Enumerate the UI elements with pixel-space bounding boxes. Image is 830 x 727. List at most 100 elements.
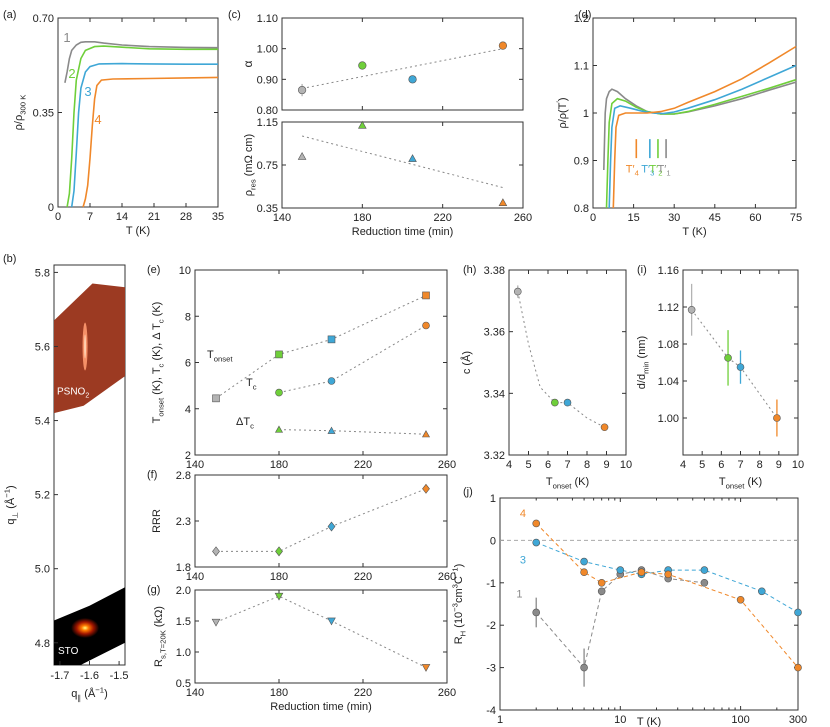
- trend-line-c: [517, 291, 605, 428]
- panel-b-ytick-label: 5.8: [35, 267, 50, 279]
- rh-point-1: [700, 578, 709, 587]
- label-part: cm: [453, 588, 465, 603]
- series-line-2: [66, 45, 218, 208]
- rs-point: [274, 592, 284, 601]
- panel-label-a: (a): [3, 9, 16, 21]
- rh-point-3: [616, 566, 625, 574]
- panel-d-xtick-label: 30: [668, 212, 680, 224]
- label-part: PSNO: [57, 387, 86, 398]
- panel-g-xlabel: Reduction time (min): [270, 701, 371, 713]
- c-point: [551, 398, 559, 407]
- rs-point: [327, 617, 336, 626]
- panel-g-ytick-label: 1.5: [176, 616, 191, 628]
- panel-b-ytick-label: 5.4: [35, 416, 50, 428]
- label-part: s,T=20K: [158, 629, 167, 659]
- series-label-j-1: 1: [516, 589, 522, 601]
- panel-d-ytick-label: 1.2: [574, 13, 589, 25]
- tprime-label-3: T′3​: [641, 163, 654, 177]
- panel-i-xtick-label: 9: [776, 459, 782, 471]
- panel-c-bot-xtick-label: 260: [514, 212, 532, 224]
- panel-h-ytick-label: 3.38: [484, 265, 505, 277]
- label-part: (K), T: [151, 367, 163, 398]
- panel-c-bot-ytick-label: 0.35: [257, 203, 278, 215]
- panel-j-ylabel: RH​ (10−3​cm3​C−1​): [451, 564, 468, 645]
- label-part: c: [250, 421, 254, 430]
- label-part: ρ: [243, 190, 255, 196]
- panel-g-xtick-label: 260: [438, 687, 456, 699]
- point-square: [275, 350, 283, 359]
- d-point: [724, 354, 732, 362]
- panel-i-xtick-label: 10: [792, 459, 804, 471]
- rh-point-3: [794, 608, 802, 617]
- panel-f-xtick-label: 220: [354, 571, 372, 583]
- label-part: C: [453, 576, 465, 584]
- series-label-tc: Tc​: [246, 377, 257, 391]
- panel-h-xtick-label: 4: [506, 459, 512, 471]
- alpha-point: [408, 75, 417, 84]
- label-part: T: [207, 349, 214, 361]
- panel-i-xtick-label: 5: [699, 459, 705, 471]
- panel-label-e: (e): [147, 264, 160, 276]
- panel-c-bot-ytick-label: 1.15: [257, 117, 278, 129]
- label-part: (K): [571, 476, 589, 488]
- label-part: 3: [650, 169, 654, 178]
- c-point: [513, 287, 522, 296]
- panel-b-xtick-label: -1.6: [80, 670, 99, 682]
- label-part: 3: [451, 584, 460, 588]
- rrr-point: [212, 546, 220, 557]
- panel-e-ytick-label: 8: [185, 311, 191, 323]
- panel-h-xtick-label: 9: [603, 459, 609, 471]
- series-line-d-4: [612, 45, 797, 209]
- panel-f-ytick-label: 2.8: [176, 470, 191, 482]
- label-part: (mΩ cm): [243, 134, 255, 180]
- series-line-1: [64, 40, 219, 83]
- panel-b-xlabel: q∥​ (Å−1​): [71, 686, 107, 703]
- label-part: ): [104, 688, 108, 700]
- panel-j-frame: [499, 497, 799, 711]
- panel-h-xtick-label: 8: [584, 459, 590, 471]
- panel-i-ytick-label: 1.04: [658, 376, 679, 388]
- trend-line-circle: [278, 325, 427, 394]
- panel-i-ytick-label: 1.08: [658, 339, 679, 351]
- panel-b-xtick-label: -1.7: [50, 670, 69, 682]
- panel-f-frame: [194, 474, 448, 568]
- panel-i-xlabel: Tonset​ (K): [719, 476, 762, 490]
- panel-c-top-ylabel: α: [241, 60, 255, 67]
- label-part: (nm): [636, 336, 648, 362]
- panel-j-xtick-label: 10: [614, 714, 626, 726]
- substrate-label: STO: [58, 646, 79, 657]
- panel-c-top-ytick-label: 1.10: [257, 13, 278, 25]
- rho-res-point: [408, 154, 417, 162]
- label-part: R: [453, 636, 465, 644]
- point-square: [422, 291, 430, 300]
- panel-label-d: (d): [578, 9, 591, 21]
- series-label-1: 1: [63, 30, 70, 45]
- rrr-point: [275, 546, 283, 557]
- panel-e-frame: [194, 269, 448, 456]
- label-part: c: [253, 382, 257, 391]
- series-label-4: 4: [94, 112, 101, 127]
- label-part: ΔT: [236, 416, 250, 428]
- alpha-point: [358, 61, 367, 70]
- panel-e-xtick-label: 180: [270, 459, 288, 471]
- panel-h-xtick-label: 6: [545, 459, 551, 471]
- panel-c-bot-ylabel: ρres​ (mΩ cm): [243, 134, 257, 196]
- rh-point-3: [580, 557, 588, 566]
- panel-g-xtick-label: 220: [354, 687, 372, 699]
- label-part: d/d: [636, 374, 648, 389]
- series-line-d-1: [603, 81, 797, 171]
- panel-label-f: (f): [147, 469, 157, 481]
- rho-res-point: [498, 198, 508, 206]
- panel-label-g: (g): [147, 584, 160, 596]
- panel-a-xtick-label: 21: [148, 211, 160, 223]
- tprime-label-4: T′4​: [626, 163, 640, 177]
- label-part: c: [156, 363, 165, 367]
- label-part: ∥: [77, 693, 81, 702]
- panel-j-ytick-label: -2: [486, 620, 496, 632]
- label-part: T′: [626, 163, 635, 175]
- panel-j-xtick-label: 1: [497, 714, 503, 726]
- panel-g-ytick-label: 0.5: [176, 678, 191, 690]
- trend-line-rs: [215, 595, 427, 668]
- label-part: ): [453, 564, 465, 568]
- panel-c-bot-xtick-label: 140: [273, 212, 291, 224]
